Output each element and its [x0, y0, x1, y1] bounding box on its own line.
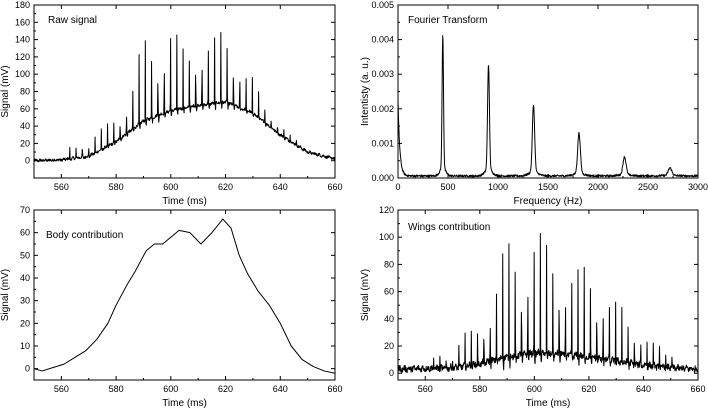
x-axis-label: Time (ms) [526, 398, 571, 409]
x-tick-label: 620 [218, 182, 233, 192]
y-tick-label: 120 [15, 52, 30, 62]
y-tick-label: 100 [379, 232, 394, 242]
y-tick-label: 140 [15, 35, 30, 45]
y-tick-label: 0 [25, 364, 30, 374]
x-tick-label: 560 [418, 384, 433, 394]
x-tick-label: 600 [163, 182, 178, 192]
y-tick-label: 80 [20, 87, 30, 97]
x-tick-label: 660 [327, 384, 342, 394]
series-line [34, 31, 335, 163]
plot-frame [33, 4, 336, 179]
x-tick-label: 0 [395, 182, 400, 192]
x-tick-label: 580 [109, 182, 124, 192]
x-tick-label: 640 [273, 384, 288, 394]
chart-title: Fourier Transform [408, 15, 487, 26]
y-tick-label: 0.001 [371, 138, 394, 148]
chart-panel-4: 560 580 600 620 640 660 0 20 40 60 80 100 120 Time (m… [360, 205, 706, 409]
y-tick-label: 20 [20, 138, 30, 148]
x-tick-label: 1500 [538, 182, 558, 192]
y-axis-label: Intentisty (a. u.) [360, 57, 371, 126]
y-tick-label: 0.005 [371, 0, 394, 10]
y-tick-label: 80 [384, 259, 394, 269]
y-tick-label: 160 [15, 17, 30, 27]
y-axis-label: Signal (mV) [0, 269, 11, 321]
chart-panel-2: 0 500 1000 1500 2000 2500 3000 0.000 0.001 0.002 0… [360, 0, 708, 207]
x-tick-label: 640 [636, 384, 651, 394]
x-tick-label: 3000 [688, 182, 708, 192]
x-tick-label: 660 [327, 182, 342, 192]
chart-title: Body contribution [46, 230, 123, 241]
x-tick-label: 600 [163, 384, 178, 394]
chart-panel-1: 560 580 600 620 640 660 0 20 40 60 80 100 120 140 160 1… [0, 0, 343, 207]
y-tick-label: 100 [15, 69, 30, 79]
x-tick-label: 620 [218, 384, 233, 394]
data-layer [398, 35, 698, 178]
x-axis-label: Time (ms) [162, 196, 207, 207]
x-tick-label: 620 [581, 384, 596, 394]
plot-frame [397, 209, 699, 381]
y-tick-label: 60 [20, 104, 30, 114]
y-tick-label: 0.002 [371, 104, 394, 114]
y-axis-label: Signal (mV) [0, 65, 11, 117]
x-tick-label: 660 [690, 384, 705, 394]
x-tick-label: 580 [109, 384, 124, 394]
y-axis-label: Signal (mV) [360, 269, 371, 321]
y-tick-label: 180 [15, 0, 30, 10]
chart-title: Raw signal [48, 15, 97, 26]
plot-frame [33, 209, 336, 381]
x-tick-label: 2000 [588, 182, 608, 192]
x-tick-label: 560 [54, 182, 69, 192]
y-tick-label: 120 [379, 205, 394, 215]
y-tick-label: 60 [384, 287, 394, 297]
x-tick-label: 560 [54, 384, 69, 394]
x-axis-label: Time (ms) [162, 398, 207, 409]
series-line [34, 218, 335, 374]
y-tick-label: 30 [20, 296, 30, 306]
x-tick-label: 500 [440, 182, 455, 192]
x-axis-label: Frequency (Hz) [514, 196, 583, 207]
plot-frame [397, 4, 699, 179]
chart-title: Wings contribution [408, 222, 490, 233]
x-tick-label: 600 [527, 384, 542, 394]
y-tick-label: 40 [384, 314, 394, 324]
y-tick-label: 60 [20, 228, 30, 238]
x-tick-label: 580 [472, 384, 487, 394]
x-tick-label: 640 [273, 182, 288, 192]
data-layer [398, 232, 698, 374]
y-tick-label: 20 [384, 341, 394, 351]
series-line [398, 35, 698, 178]
y-tick-label: 0 [389, 368, 394, 378]
y-tick-label: 40 [20, 273, 30, 283]
y-tick-label: 70 [20, 205, 30, 215]
y-tick-label: 0.003 [371, 69, 394, 79]
y-tick-label: 20 [20, 318, 30, 328]
y-tick-label: 50 [20, 250, 30, 260]
series-line [398, 232, 698, 374]
y-tick-label: 40 [20, 121, 30, 131]
chart-panel-3: 560 580 600 620 640 660 0 10 20 30 40 50 60 70 Time (m… [0, 205, 343, 409]
y-tick-label: 10 [20, 341, 30, 351]
x-tick-label: 2500 [638, 182, 658, 192]
y-tick-label: 0 [25, 156, 30, 166]
x-tick-label: 1000 [488, 182, 508, 192]
data-layer [34, 218, 335, 374]
y-tick-label: 0.004 [371, 35, 394, 45]
y-tick-label: 0.000 [371, 173, 394, 183]
data-layer [34, 31, 335, 163]
